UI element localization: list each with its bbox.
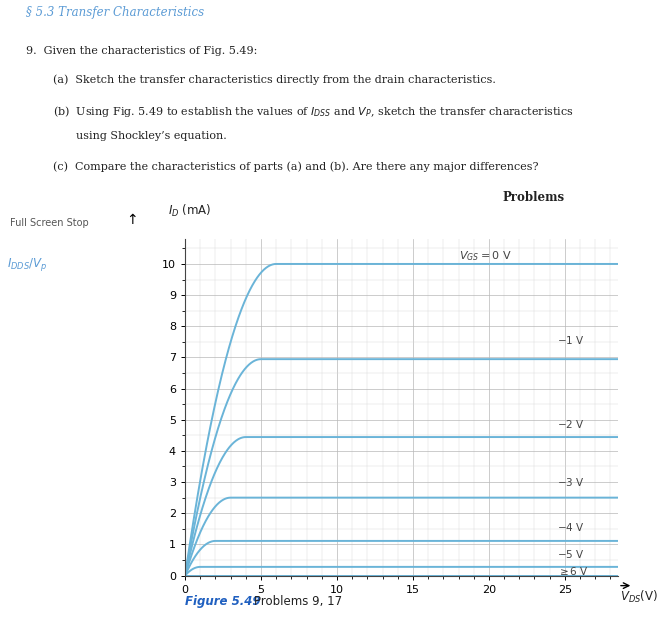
Text: (c)  Compare the characteristics of parts (a) and (b). Are there any major diffe: (c) Compare the characteristics of parts… <box>53 162 538 172</box>
Text: $-1$ V: $-1$ V <box>557 334 585 347</box>
Text: Problems: Problems <box>502 191 564 204</box>
Text: $-5$ V: $-5$ V <box>557 548 585 560</box>
Text: $-2$ V: $-2$ V <box>557 418 585 430</box>
Text: $V_{DS}$(V): $V_{DS}$(V) <box>620 589 658 606</box>
Text: $I_{DDS}/V_p$: $I_{DDS}/V_p$ <box>7 255 47 273</box>
Text: Problems 9, 17: Problems 9, 17 <box>254 595 342 608</box>
Text: $-4$ V: $-4$ V <box>557 521 585 533</box>
Text: using Shockley’s equation.: using Shockley’s equation. <box>76 131 227 141</box>
Text: (b)  Using Fig. 5.49 to establish the values of $I_{DSS}$ and $V_P$, sketch the : (b) Using Fig. 5.49 to establish the val… <box>53 104 574 119</box>
Text: (a)  Sketch the transfer characteristics directly from the drain characteristics: (a) Sketch the transfer characteristics … <box>53 75 496 86</box>
Text: § 5.3 Transfer Characteristics: § 5.3 Transfer Characteristics <box>26 6 204 19</box>
Text: Figure 5.49: Figure 5.49 <box>185 595 260 608</box>
Text: $-3$ V: $-3$ V <box>557 476 585 488</box>
Text: Full Screen Stop: Full Screen Stop <box>9 218 89 228</box>
Text: $I_D$ (mA): $I_D$ (mA) <box>168 203 212 219</box>
Text: $\geq 6$ V: $\geq 6$ V <box>557 565 589 577</box>
Text: 9.  Given the characteristics of Fig. 5.49:: 9. Given the characteristics of Fig. 5.4… <box>26 46 258 55</box>
Text: $V_{GS}=0$ V: $V_{GS}=0$ V <box>459 249 511 263</box>
Text: $\uparrow$: $\uparrow$ <box>124 212 137 227</box>
